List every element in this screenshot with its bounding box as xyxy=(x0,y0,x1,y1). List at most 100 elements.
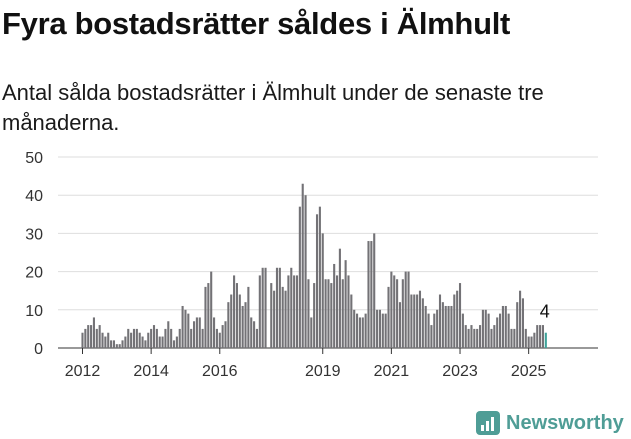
x-tick-label-2023: 2023 xyxy=(442,363,478,380)
bar-108 xyxy=(390,271,393,348)
bar-52 xyxy=(230,294,233,348)
bar-77 xyxy=(301,183,304,348)
bar-18 xyxy=(132,328,136,348)
bar-107 xyxy=(387,286,390,348)
bar-116 xyxy=(413,294,416,348)
bar-0 xyxy=(81,332,84,348)
y-tick-label-50: 50 xyxy=(25,150,43,167)
bar-71 xyxy=(284,290,287,348)
bar-57 xyxy=(244,302,247,348)
bar-10 xyxy=(110,340,113,348)
bar-106 xyxy=(384,313,387,348)
bar-31 xyxy=(170,328,173,348)
y-axis-ticks: 0 10 20 30 40 50 xyxy=(25,150,43,358)
bar-68 xyxy=(275,267,279,348)
bar-59 xyxy=(250,317,253,348)
bar-146 xyxy=(499,313,502,348)
bar-112 xyxy=(401,279,404,348)
bar-86 xyxy=(327,279,330,348)
bar-90 xyxy=(338,248,341,348)
bar-chart-logo-icon xyxy=(476,411,500,435)
annotations: 4 xyxy=(540,302,550,322)
bar-40 xyxy=(195,317,198,348)
chart-subtitle: Antal sålda bostadsrätter i Älmhult unde… xyxy=(2,80,544,135)
bar-147 xyxy=(501,305,504,348)
bar-20 xyxy=(138,332,141,348)
newsworthy-logo: Newsworthy xyxy=(476,408,624,438)
bar-151 xyxy=(513,328,516,348)
bar-6 xyxy=(98,325,101,348)
bar-133 xyxy=(461,313,464,348)
brand-name: Newsworthy xyxy=(506,411,624,434)
bar-120 xyxy=(424,305,427,348)
bar-127 xyxy=(444,305,447,348)
bar-27 xyxy=(158,336,161,348)
bar-46 xyxy=(213,317,216,348)
bar-150 xyxy=(510,328,513,348)
bar-153 xyxy=(519,290,522,348)
bar-chart: 0 10 20 30 40 50 2012 2014 2016 2019 2021 2023 2025… xyxy=(25,150,598,380)
bar-124 xyxy=(436,309,439,348)
bar-145 xyxy=(496,317,499,348)
bar-111 xyxy=(398,302,402,348)
bar-24 xyxy=(150,328,153,348)
x-tick-label-2025: 2025 xyxy=(511,363,547,380)
bar-55 xyxy=(238,294,241,348)
bar-53 xyxy=(233,275,236,348)
bar-45 xyxy=(210,271,213,348)
bar-16 xyxy=(127,328,130,348)
y-tick-label-30: 30 xyxy=(25,226,43,243)
bar-61 xyxy=(255,328,259,348)
x-tick-label-2012: 2012 xyxy=(65,363,101,380)
bar-161 xyxy=(541,325,545,348)
bar-118 xyxy=(418,290,422,348)
bar-137 xyxy=(473,328,476,348)
bar-148 xyxy=(504,305,507,348)
bar-117 xyxy=(416,294,419,348)
bar-51 xyxy=(227,302,230,348)
bar-82 xyxy=(315,214,319,348)
bar-15 xyxy=(124,336,127,348)
bar-4 xyxy=(92,317,95,348)
bar-141 xyxy=(484,309,487,348)
bar-21 xyxy=(141,336,144,348)
bar-39 xyxy=(192,321,196,348)
bar-63 xyxy=(261,267,264,348)
y-tick-label-20: 20 xyxy=(25,265,43,282)
bar-81 xyxy=(313,283,316,348)
bar-54 xyxy=(235,283,238,348)
bar-128 xyxy=(447,305,450,348)
bar-104 xyxy=(378,309,381,348)
bar-98 xyxy=(361,317,364,348)
bar-149 xyxy=(507,313,510,348)
bar-100 xyxy=(367,241,370,348)
bar-156 xyxy=(527,336,530,348)
bar-28 xyxy=(161,336,164,348)
bar-30 xyxy=(167,321,170,348)
bar-122 xyxy=(430,325,433,348)
bar-97 xyxy=(358,317,361,348)
bar-7 xyxy=(101,332,104,348)
y-tick-label-0: 0 xyxy=(34,341,43,358)
x-tick-label-2019: 2019 xyxy=(305,363,341,380)
bar-119 xyxy=(421,298,424,348)
bar-60 xyxy=(253,321,256,348)
bar-109 xyxy=(393,275,396,348)
bar-88 xyxy=(333,263,336,348)
y-tick-label-10: 10 xyxy=(25,303,43,320)
bar-93 xyxy=(347,275,350,348)
bar-89 xyxy=(335,275,339,348)
bar-69 xyxy=(278,267,281,348)
bar-13 xyxy=(118,344,121,348)
bar-58 xyxy=(247,286,250,348)
bar-29 xyxy=(164,328,167,348)
x-tick-label-2014: 2014 xyxy=(133,363,169,380)
y-tick-label-40: 40 xyxy=(25,188,43,205)
bar-37 xyxy=(187,313,190,348)
bar-152 xyxy=(516,302,519,348)
bar-80 xyxy=(310,317,313,348)
bar-17 xyxy=(130,332,133,348)
bar-47 xyxy=(215,328,218,348)
bar-75 xyxy=(295,275,299,348)
bar-38 xyxy=(190,328,193,348)
